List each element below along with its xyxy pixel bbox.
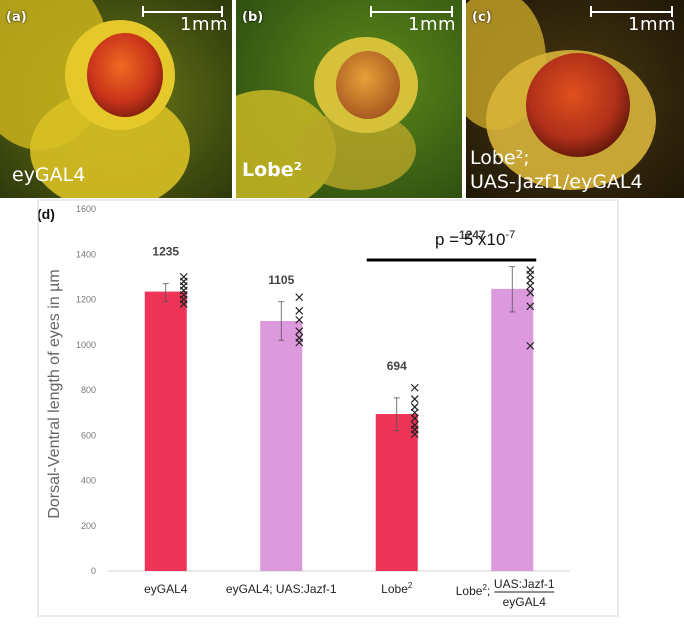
y-tick-label: 800 xyxy=(81,385,96,395)
data-point-marker xyxy=(526,282,535,290)
data-point-marker xyxy=(410,421,419,429)
eye-photo-lobe2 xyxy=(236,0,462,198)
photo-panel-a: (a) 1mm eyGAL4 xyxy=(0,0,232,198)
value-label: 1105 xyxy=(268,273,294,287)
bar-chart: 0 200 400 600 800 1000 1200 1400 1600 Dorsal-Vent… xyxy=(37,199,619,617)
y-tick-label: 1600 xyxy=(76,204,96,214)
data-point-marker xyxy=(526,276,535,285)
data-point-marker xyxy=(410,395,419,403)
scale-label-b: 1mm xyxy=(408,14,457,35)
value-label: 694 xyxy=(387,359,407,373)
scale-bar-a xyxy=(142,6,223,17)
y-tick-label: 200 xyxy=(81,521,96,531)
bar xyxy=(260,320,303,571)
category-label: Lobe2; xyxy=(456,583,491,598)
data-point-marker xyxy=(526,302,535,311)
data-point-marker xyxy=(295,315,304,324)
data-point-marker xyxy=(526,288,535,297)
panel-b-tag: (b) xyxy=(242,10,264,25)
panel-c-tag: (c) xyxy=(472,10,492,25)
genotype-label-b: Lobe² xyxy=(242,158,302,182)
photo-panel-c: (c) 1mm Lobe²; UAS-Jazf1/eyGAL4 xyxy=(466,0,684,198)
category-label: eyGAL4; UAS:Jazf-1 xyxy=(226,582,337,596)
data-point-marker xyxy=(295,293,304,302)
eye-photo-eygal4 xyxy=(0,0,232,198)
photo-panel-b: (b) 1mm Lobe² xyxy=(236,0,462,198)
scale-label-c: 1mm xyxy=(628,14,677,35)
y-tick-label: 1000 xyxy=(76,340,96,350)
y-axis-label: Dorsal-Ventral length of eyes in µm xyxy=(46,269,63,518)
bar xyxy=(144,291,187,571)
genotype-line: eyGAL4 xyxy=(12,164,86,186)
data-point-marker xyxy=(410,408,419,417)
genotype-line: Lobe²; xyxy=(470,147,530,169)
scale-label-a: 1mm xyxy=(180,14,229,35)
data-point-marker xyxy=(295,334,304,342)
chart-panel-tag: (d) xyxy=(37,206,55,222)
chart-frame xyxy=(37,199,619,617)
scale-bar-c xyxy=(590,6,673,17)
data-point-marker xyxy=(295,306,304,315)
data-point-marker xyxy=(526,341,535,350)
y-tick-label: 400 xyxy=(81,476,96,486)
category-label: eyGAL4 xyxy=(144,582,188,596)
category-label: Lobe2 xyxy=(381,581,413,596)
y-tick-label: 0 xyxy=(91,566,96,576)
panel-a-tag: (a) xyxy=(6,10,27,25)
y-tick-label: 1200 xyxy=(76,295,96,305)
bar xyxy=(375,413,418,571)
y-tick-label: 600 xyxy=(81,430,96,440)
genotype-line: Lobe² xyxy=(242,159,302,181)
scale-bar-b xyxy=(370,6,453,17)
p-value-label: p = 5 x10-7 xyxy=(435,229,515,249)
data-point-marker xyxy=(526,266,535,275)
value-label: 1247 xyxy=(459,228,486,242)
genotype-label-a: eyGAL4 xyxy=(12,163,85,187)
value-label: 1235 xyxy=(152,245,179,259)
data-point-marker xyxy=(295,327,304,336)
data-point-marker xyxy=(179,272,188,281)
data-point-marker xyxy=(410,403,419,411)
category-label-numerator: UAS:Jazf-1 xyxy=(494,577,555,591)
genotype-label-c: Lobe²; UAS-Jazf1/eyGAL4 xyxy=(470,146,643,194)
eye-photo-rescue xyxy=(466,0,684,198)
genotype-line: UAS-Jazf1/eyGAL4 xyxy=(470,171,643,193)
category-label-denominator: eyGAL4 xyxy=(503,595,547,609)
data-point-marker xyxy=(410,383,419,392)
bar xyxy=(491,288,534,571)
data-point-marker xyxy=(410,414,419,423)
y-tick-label: 1400 xyxy=(76,249,96,259)
